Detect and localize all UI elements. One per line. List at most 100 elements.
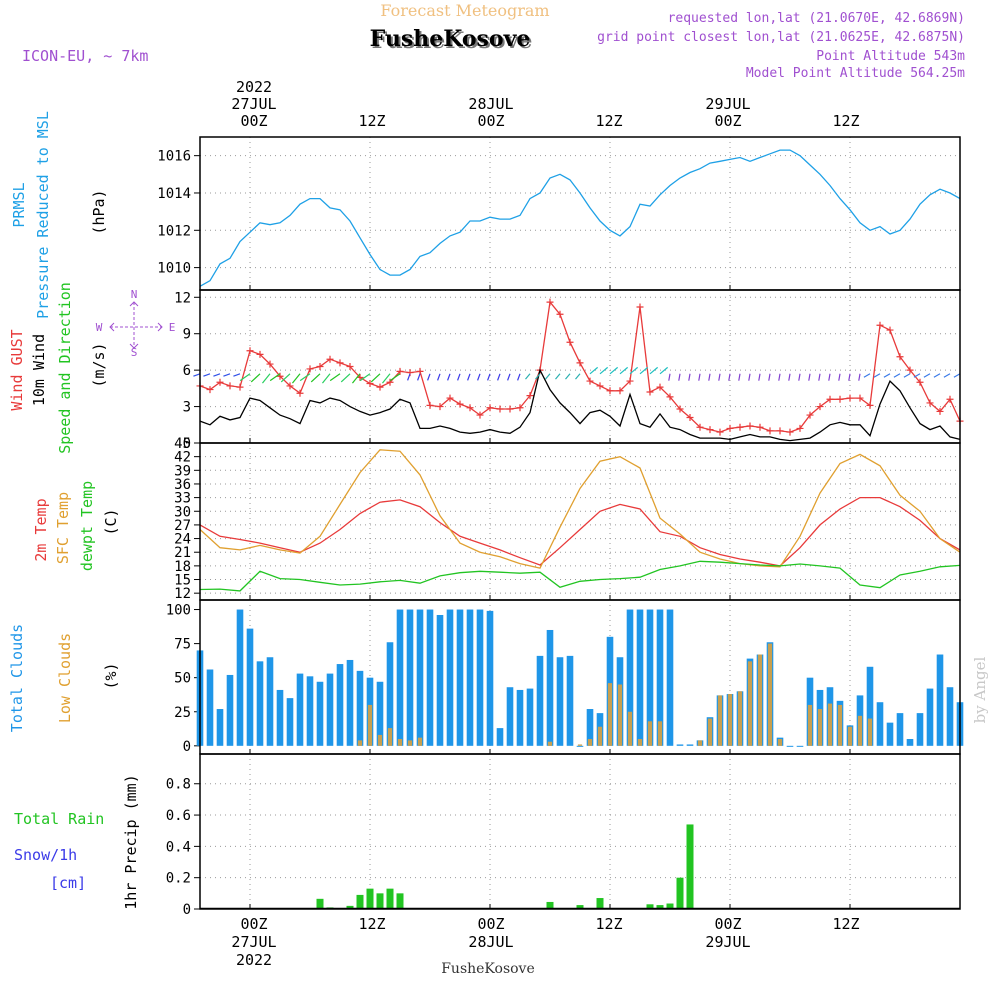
top-date-label-0: 27JUL	[231, 95, 276, 113]
wind-arrow	[639, 366, 649, 375]
compass-arrowheads	[109, 301, 163, 349]
wind-arrow	[477, 373, 481, 381]
bottom-date-label-1: 28JUL	[468, 933, 513, 951]
wind-arrow	[708, 373, 711, 381]
t2m-label: 2m Temp	[32, 498, 50, 561]
wind-arrow	[923, 373, 931, 378]
gust-point	[266, 360, 274, 368]
total-cloud-bar	[876, 702, 884, 746]
low-cloud-bar	[577, 744, 583, 746]
total-cloud-bar	[356, 670, 364, 746]
bottom-date-label-0: 27JUL	[231, 933, 276, 951]
gust-point	[936, 407, 944, 415]
wind-arrow	[321, 373, 331, 384]
low-cloud-bar	[407, 740, 413, 746]
gust-point	[806, 411, 814, 419]
ytick-label-2: 18	[174, 559, 191, 575]
wind-arrow	[758, 373, 761, 381]
wind-arrow	[903, 373, 911, 378]
ytick-label-2: 1014	[157, 186, 191, 202]
panel-pressure: 1010 1012 1014 1016	[157, 136, 961, 291]
total-clouds-label: Total Clouds	[8, 624, 26, 732]
gust-point	[556, 310, 564, 318]
gust-point	[786, 428, 794, 436]
dewpt-label: dewpt Temp	[78, 481, 96, 571]
gust-point	[886, 326, 894, 334]
low-cloud-bar	[547, 741, 553, 746]
model-label: ICON-EU, ~ 7km	[22, 47, 148, 65]
wind-arrow	[738, 373, 741, 381]
gust-point	[766, 427, 774, 435]
panel-frame	[199, 753, 961, 910]
total-cloud-bar	[466, 609, 474, 746]
series-2m-temp	[199, 496, 961, 567]
wind-arrow	[525, 373, 531, 380]
wind-compass: N S W E	[96, 288, 176, 359]
ytick-label-9: 39	[174, 463, 191, 479]
total-cloud-bar	[266, 657, 274, 746]
wind-arrow	[688, 373, 691, 381]
wind-arrow	[798, 373, 801, 381]
total-cloud-bar	[866, 666, 874, 746]
gust-point	[726, 424, 734, 432]
wind-arrow	[233, 373, 241, 377]
wind-arrow	[407, 373, 411, 381]
total-cloud-bar	[796, 745, 804, 747]
wind-arrow	[467, 373, 471, 381]
rain-bar	[376, 893, 384, 909]
gust-point	[566, 338, 574, 346]
wind-arrow	[269, 373, 281, 382]
top-hour-label-3: 12Z	[595, 112, 622, 130]
total-cloud-bar	[906, 739, 914, 746]
total-cloud-bar	[216, 709, 224, 746]
low-cloud-bar	[387, 728, 393, 746]
rain-bar	[596, 898, 604, 909]
rain-bar	[396, 893, 404, 909]
gust-point	[236, 383, 244, 391]
total-cloud-bar	[656, 609, 664, 746]
ytick-label-1: 25	[174, 705, 191, 721]
ytick-label-1: 3	[183, 400, 191, 416]
low-cloud-bar	[857, 715, 863, 746]
wind-arrow	[535, 373, 541, 380]
gust-point	[476, 411, 484, 419]
panel-frame	[199, 442, 961, 601]
total-cloud-bar	[546, 629, 554, 746]
gust-point	[466, 404, 474, 412]
series-10m-wind	[199, 368, 961, 442]
wind-arrow	[370, 373, 381, 383]
gust-point	[526, 392, 534, 400]
wind-arrow	[649, 366, 659, 375]
total-cloud-bar	[506, 687, 514, 746]
gust-point	[736, 423, 744, 431]
rain-bar	[656, 905, 664, 909]
gust-point	[426, 401, 434, 409]
ytick-label-1: 15	[174, 573, 191, 589]
gust-point	[386, 378, 394, 386]
ytick-label-7: 33	[174, 491, 191, 507]
ytick-label-4: 100	[166, 603, 191, 619]
total-cloud-bar	[426, 609, 434, 746]
gust-point	[756, 423, 764, 431]
gust-point	[516, 404, 524, 412]
gust-point	[326, 355, 334, 363]
rain-bar	[576, 905, 584, 909]
wind-arrow	[497, 373, 501, 381]
wind-arrow	[848, 373, 851, 381]
wind-label: 10m Wind	[30, 334, 48, 406]
rain-bar	[316, 898, 324, 909]
total-cloud-bar	[406, 609, 414, 746]
low-cloud-bar	[827, 703, 833, 746]
gust-point	[656, 383, 664, 391]
wind-unit: (m/s)	[90, 342, 108, 387]
total-cloud-bar	[326, 673, 334, 746]
total-cloud-bar	[276, 689, 284, 746]
compass-east: E	[169, 321, 176, 334]
wind-arrow	[808, 373, 811, 381]
low-cloud-bar	[587, 739, 593, 746]
wind-arrow	[575, 373, 581, 380]
chart-panels: 1010101210141016036912121518212427303336…	[157, 136, 964, 918]
wind-arrow	[873, 373, 881, 378]
wind-arrow	[250, 373, 261, 383]
panel-wind: 0 3 6 9 12	[174, 289, 964, 452]
